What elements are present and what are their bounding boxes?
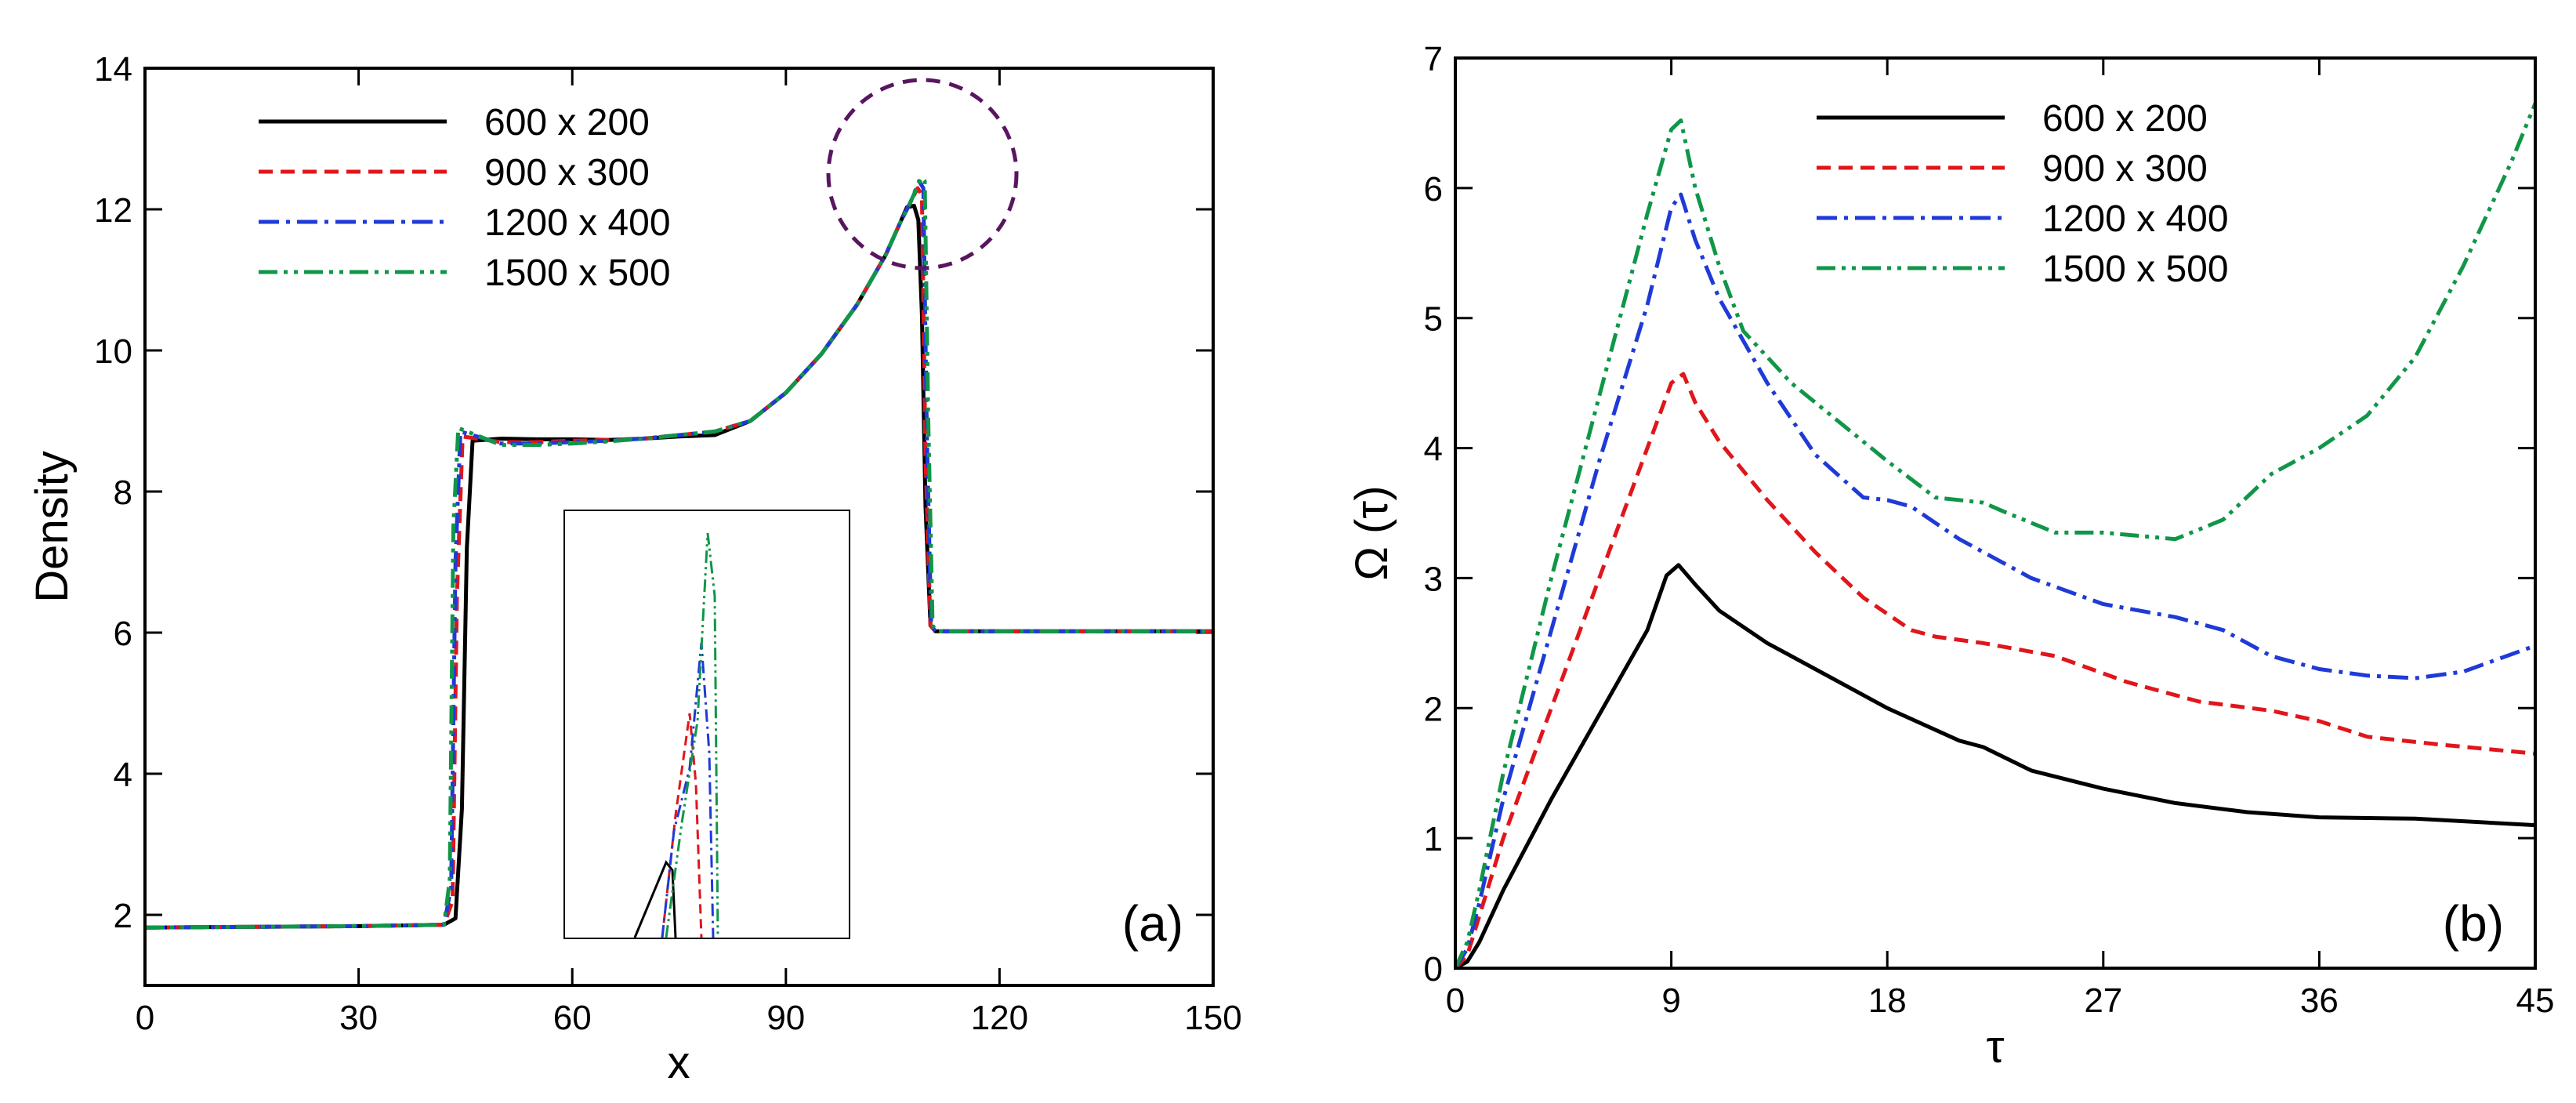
panel-b-xtick-label: 45 — [2516, 981, 2555, 1020]
panel-a-legend-label-900-x-300: 900 x 300 — [484, 152, 650, 194]
peak-highlight-circle — [826, 78, 1019, 270]
panel-b-xtick-label: 18 — [1868, 981, 1907, 1020]
panel-b-legend: 600 x 200 900 x 300 1200 x 400 1500 x 500 — [1817, 98, 2229, 290]
zoom-inset — [563, 510, 850, 939]
panel-a-plot-frame — [143, 67, 1215, 987]
panel-b-series-600-x-200 — [1454, 563, 2536, 971]
panel-a-series-group — [144, 176, 1213, 930]
panel-b-ytick-label: 2 — [1424, 690, 1443, 728]
panel-a-ytick-label: 12 — [94, 191, 132, 230]
panel-b-ytick-label: 6 — [1424, 170, 1443, 209]
panel-a-ytick-label: 4 — [114, 756, 132, 794]
panel-b-legend-label-1500-x-500: 1500 x 500 — [2042, 249, 2229, 290]
panel-b-series-group — [1453, 103, 2538, 971]
panel-a-xlabel: x — [668, 1037, 690, 1088]
panel-a-legend-label-600-x-200: 600 x 200 — [484, 102, 650, 143]
panel-b-series-1500-x-500 — [1453, 103, 2538, 970]
panel-a-ytick-label: 14 — [94, 50, 132, 89]
panel-b-ticks — [1454, 56, 2537, 970]
panel-b-legend-label-600-x-200: 600 x 200 — [2042, 98, 2208, 140]
panel-b-ytick-label: 0 — [1424, 950, 1443, 989]
panel-a-legend: 600 x 200 900 x 300 1200 x 400 1500 x 500 — [259, 102, 671, 294]
panel-a-ylabel: Density — [27, 451, 78, 602]
panel-b-series-1200-x-400 — [1453, 192, 2536, 970]
panel-b-ytick-label: 3 — [1424, 560, 1443, 598]
panel-a-legend-label-1200-x-400: 1200 x 400 — [484, 202, 671, 244]
panel-a-tag: (a) — [1122, 895, 1183, 952]
panel-b-ylabel: Ω (τ) — [1346, 485, 1397, 580]
panel-b-series-900-x-300 — [1454, 372, 2536, 970]
panel-b-tag: (b) — [2443, 895, 2504, 952]
panel-a-ytick-label: 10 — [94, 332, 132, 371]
panel-a-ytick-label: 6 — [114, 615, 132, 653]
panel-b-ytick-label: 4 — [1424, 430, 1443, 469]
panel-a-legend-label-1500-x-500: 1500 x 500 — [484, 252, 671, 294]
panel-b-plot-frame — [1454, 56, 2537, 970]
inset-line-1500x500 — [665, 532, 719, 938]
panel-b-ytick-label: 7 — [1424, 40, 1443, 78]
panel-a-ytick-label: 2 — [114, 897, 132, 935]
panel-b-xtick-label: 27 — [2084, 981, 2122, 1020]
panel-b-legend-label-900-x-300: 900 x 300 — [2042, 148, 2208, 190]
panel-a-xtick-label: 0 — [136, 999, 154, 1037]
panel-b-legend-label-1200-x-400: 1200 x 400 — [2042, 198, 2229, 240]
panel-a-density-chart: 0 30 60 90 120 150 2 4 6 8 10 12 14 x Density (a) 60… — [27, 50, 1242, 1088]
inset-line-600x200 — [633, 860, 677, 938]
panel-a-xtick-label: 150 — [1184, 999, 1241, 1037]
panel-b-xtick-label: 9 — [1661, 981, 1680, 1020]
panel-b-xlabel: τ — [1987, 1021, 2005, 1072]
inset-line-1200x400 — [661, 642, 715, 938]
panel-a-xtick-label: 90 — [766, 999, 805, 1037]
panel-a-xtick-label: 120 — [971, 999, 1028, 1037]
panel-a-ytick-label: 8 — [114, 473, 132, 512]
panel-a-series-1500-x-500 — [144, 176, 1213, 930]
panel-b-ytick-label: 5 — [1424, 300, 1443, 339]
panel-a-tick-labels: 0 30 60 90 120 150 2 4 6 8 10 12 14 — [94, 50, 1242, 1037]
zoom-inset-frame — [563, 510, 850, 939]
panel-a-xtick-label: 30 — [339, 999, 378, 1037]
panel-b-xtick-label: 0 — [1446, 981, 1465, 1020]
panel-a-xtick-label: 60 — [553, 999, 592, 1037]
panel-b-xtick-label: 36 — [2300, 981, 2339, 1020]
panel-b-ytick-label: 1 — [1424, 820, 1443, 858]
